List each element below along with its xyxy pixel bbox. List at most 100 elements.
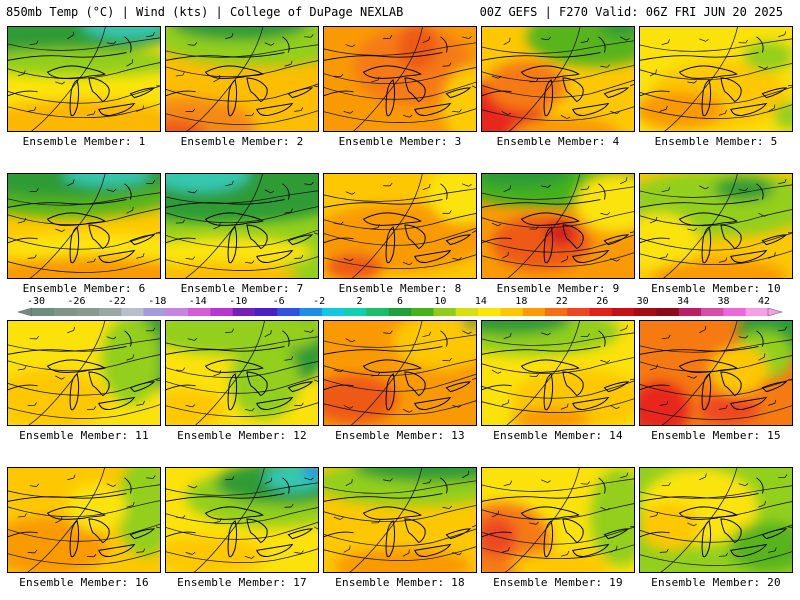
wind-barb: [29, 335, 39, 340]
wind-barb: [471, 85, 476, 90]
colorbar-tick-label: 42: [757, 296, 771, 307]
temperature-field: [640, 27, 792, 131]
great-lakes-outline: [362, 359, 422, 373]
great-lakes-outline: [88, 518, 110, 544]
wind-barb: [462, 330, 472, 335]
great-lakes-outline: [404, 518, 426, 544]
contour-line: [640, 63, 792, 81]
wind-barb: [778, 474, 788, 479]
wind-barb: [422, 183, 431, 191]
colorbar-left-arrow: [17, 307, 33, 317]
contour-line: [8, 192, 160, 206]
great-lakes-outline: [88, 224, 110, 250]
colorbar-swatch: [232, 308, 256, 316]
wind-barb: [67, 326, 75, 334]
colorbar-swatch: [723, 308, 747, 316]
wind-barb: [55, 516, 63, 524]
wind-barb: [106, 336, 117, 340]
contour-line: [324, 81, 476, 100]
contour-line: [8, 103, 160, 119]
contour-line: [194, 321, 265, 425]
great-lakes-outline: [287, 528, 314, 540]
wind-barb: [541, 184, 551, 188]
great-lakes-outline: [562, 371, 584, 397]
wind-barb: [371, 224, 380, 230]
wind-barb: [687, 228, 697, 232]
contour-line: [324, 108, 476, 123]
great-lakes-outline: [720, 224, 742, 250]
contour-line: [28, 321, 106, 425]
wind-barb: [768, 399, 777, 406]
great-lakes-outline: [385, 520, 396, 558]
wind-barb: [661, 186, 671, 192]
wind-barb: [333, 369, 344, 373]
wind-barb: [580, 481, 591, 485]
temperature-field: [640, 468, 792, 572]
wind-barb: [503, 185, 511, 192]
great-lakes-outline: [129, 234, 156, 246]
wind-barb: [768, 547, 777, 553]
colorbar-tick-label: -30: [26, 296, 46, 307]
wind-barb: [304, 477, 314, 481]
great-lakes-outline: [562, 224, 584, 250]
temperature-field: [166, 27, 318, 131]
wind-barb: [55, 375, 65, 380]
wind-barb: [422, 331, 431, 338]
wind-barb: [185, 404, 196, 408]
great-lakes-outline: [730, 249, 768, 264]
wind-barb: [383, 330, 393, 334]
wind-barb: [788, 84, 792, 87]
wind-barb: [244, 408, 255, 412]
great-lakes-outline: [520, 65, 580, 79]
contour-line: [352, 27, 423, 131]
wind-barb: [580, 333, 590, 338]
wind-barb: [629, 378, 634, 381]
contour-line: [324, 213, 476, 230]
colorbar-swatch: [589, 308, 613, 316]
colorbar-swatch: [455, 308, 479, 316]
great-lakes-outline: [562, 518, 584, 544]
contour-line: [482, 106, 634, 121]
ensemble-member-map: [7, 320, 161, 426]
wind-barb: [529, 521, 539, 525]
great-lakes-outline: [730, 102, 768, 117]
contour-line: [186, 27, 264, 131]
wind-barb: [620, 472, 629, 479]
wind-barb: [136, 253, 145, 259]
wind-barb: [541, 479, 551, 483]
great-lakes-outline: [46, 65, 106, 79]
wind-barb: [659, 253, 669, 259]
great-lakes-outline: [69, 520, 80, 558]
contour-line: [8, 258, 160, 273]
wind-barb: [600, 359, 611, 363]
great-lakes-outline: [246, 371, 268, 397]
ensemble-member-map: [481, 467, 635, 573]
wind-barb: [610, 111, 620, 114]
ensemble-member-map: [323, 26, 477, 132]
contour-line: [324, 373, 476, 392]
colorbar-tick-label: 26: [596, 296, 609, 307]
colorbar-swatch: [678, 308, 702, 316]
great-lakes-outline: [227, 226, 238, 264]
wind-barb: [768, 104, 776, 112]
wind-barb: [630, 525, 634, 528]
wind-barb: [600, 212, 611, 216]
wind-barb: [661, 334, 671, 340]
wind-barb: [383, 35, 393, 40]
wind-barb: [27, 550, 38, 554]
wind-barb: [17, 513, 27, 518]
contour-line: [8, 208, 160, 226]
wind-barb: [213, 517, 222, 524]
contour-line: [166, 229, 318, 248]
great-lakes-outline: [98, 249, 136, 264]
wind-barb: [687, 80, 697, 84]
wind-barb: [313, 85, 318, 88]
wind-barb: [156, 232, 160, 234]
ensemble-member-label: Ensemble Member: 2: [180, 135, 304, 148]
contour-line: [166, 482, 318, 496]
contour-line: [482, 332, 634, 346]
colorbar-swatch: [188, 308, 211, 316]
wind-barb: [86, 110, 96, 116]
great-lakes-outline: [572, 249, 610, 264]
contour-line: [8, 500, 160, 518]
